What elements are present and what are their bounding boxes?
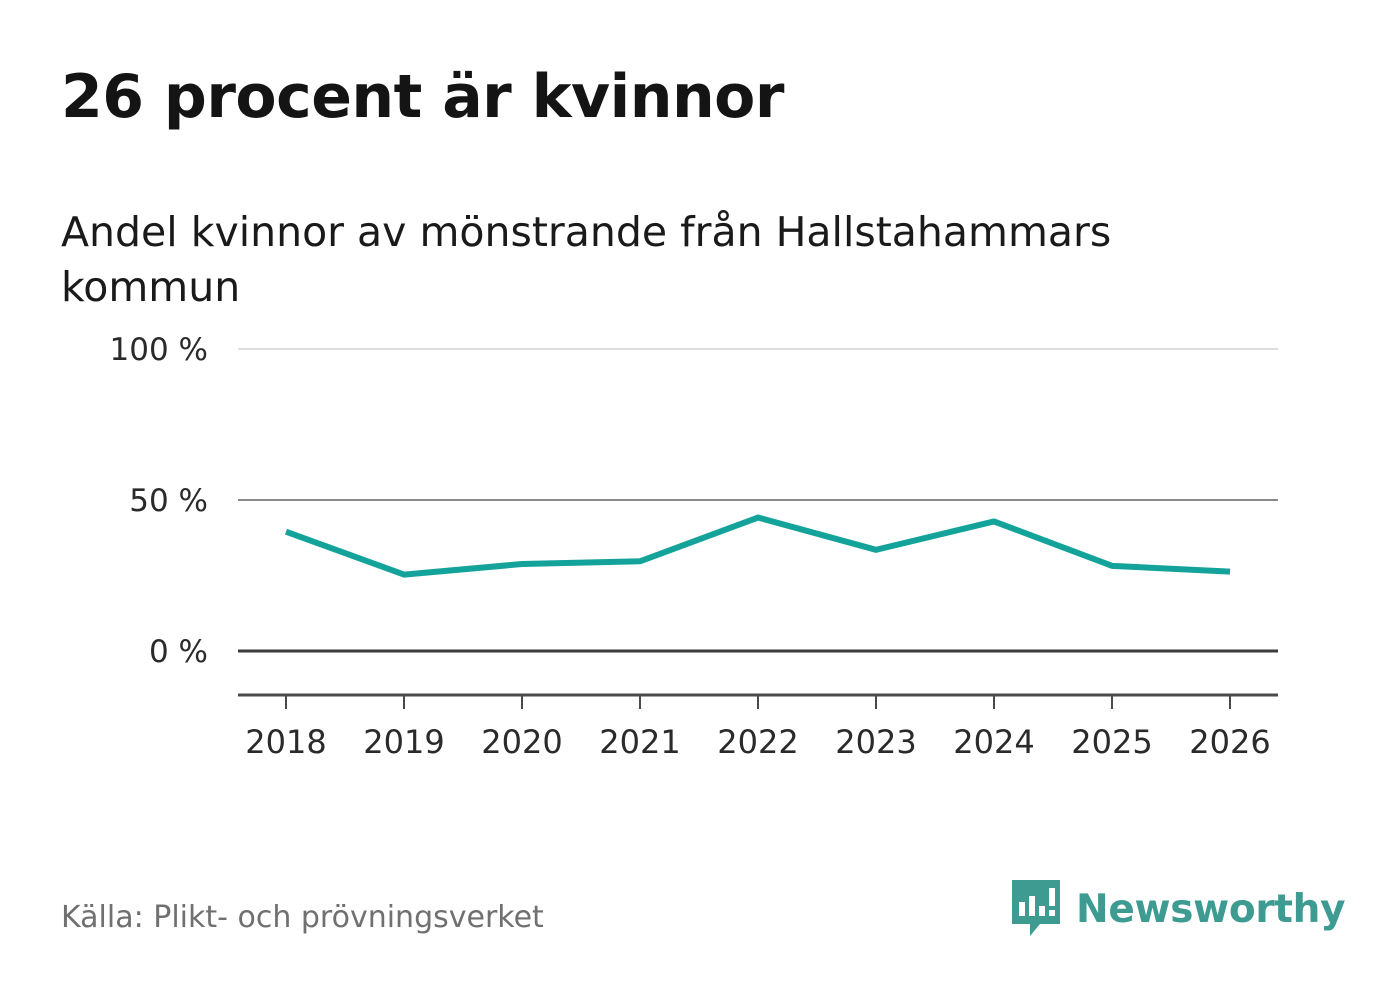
data-series [284,514,1231,578]
x-axis-ticks: 2018 2019 2020 2021 2022 2023 2024 2025 2026 [245,695,1271,761]
source-note: Källa: Plikt- och prövningsverket [61,900,544,935]
x-tick-label-2019: 2019 [363,723,444,761]
chart-subtitle: Andel kvinnor av mönstrande från Hallsta… [61,208,1112,311]
x-tick-label-2018: 2018 [245,723,326,761]
x-tick-label-2025: 2025 [1071,723,1152,761]
y-tick-label-100: 100 % [110,332,208,368]
y-tick-label-50: 50 % [129,483,208,519]
brand-logo: Newsworthy [1010,878,1346,940]
brand-name: Newsworthy [1076,886,1346,932]
gridlines [238,348,1278,653]
y-tick-label-0: 0 % [149,634,208,670]
x-tick-label-2023: 2023 [835,723,916,761]
x-tick-label-2022: 2022 [717,723,798,761]
chart-title: 26 procent är kvinnor [61,62,784,132]
x-tick-label-2021: 2021 [599,723,680,761]
x-tick-label-2020: 2020 [481,723,562,761]
bar-chart-icon [1012,880,1060,936]
series-line-0 [284,514,1231,578]
y-axis-ticks: 100 % 50 % 0 % [110,332,208,670]
x-tick-label-2026: 2026 [1189,723,1270,761]
x-tick-label-2024: 2024 [953,723,1034,761]
